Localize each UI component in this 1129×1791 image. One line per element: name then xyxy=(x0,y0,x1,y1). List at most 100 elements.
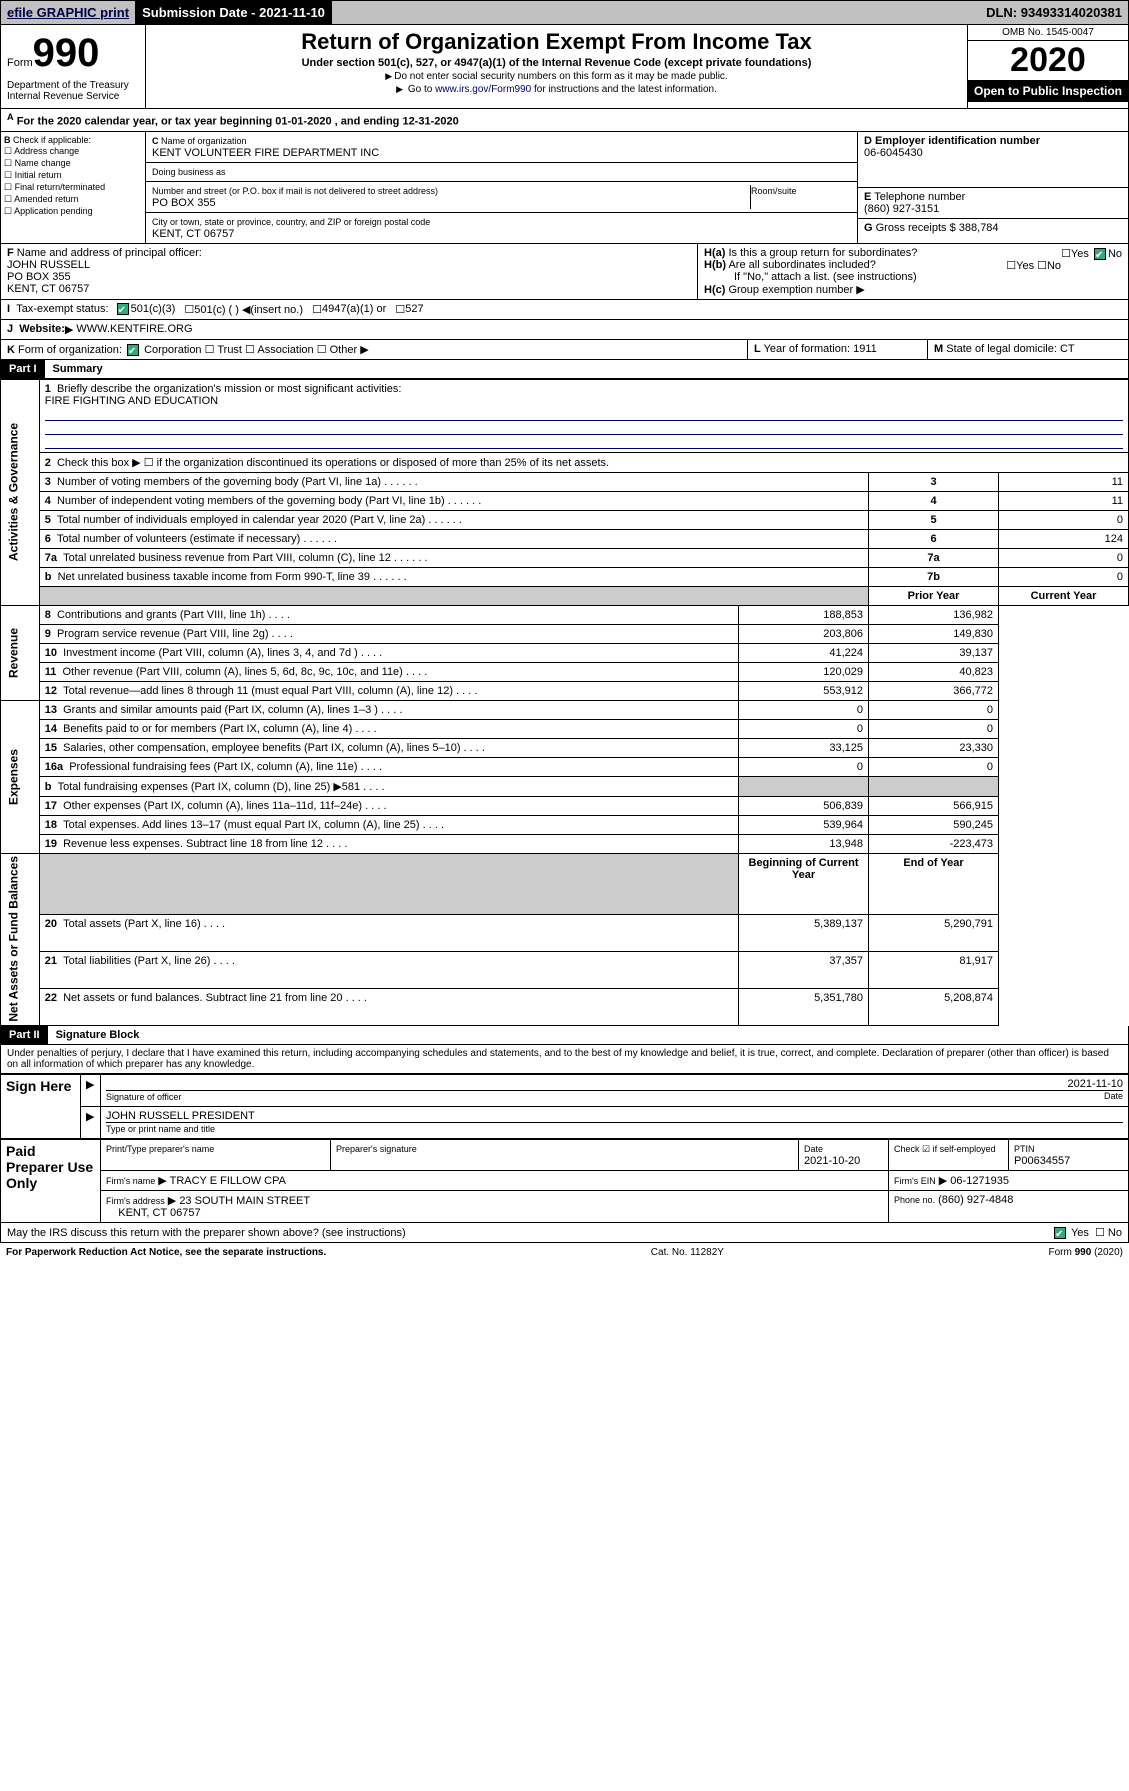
officer-name: JOHN RUSSELL xyxy=(7,259,90,271)
website: WWW.KENTFIRE.ORG xyxy=(76,323,192,335)
ein-label: Employer identification number xyxy=(875,135,1040,147)
topbar: efile GRAPHIC print Submission Date - 20… xyxy=(0,0,1129,25)
phone-label: Telephone number xyxy=(874,191,965,203)
firm-city: KENT, CT 06757 xyxy=(118,1207,200,1219)
opt-501c: 501(c) ( ) ◀(insert no.) xyxy=(194,303,303,316)
city: KENT, CT 06757 xyxy=(152,228,234,240)
inspection-badge: Open to Public Inspection xyxy=(968,80,1128,102)
chk-amended-return[interactable]: ☐ Amended return xyxy=(4,194,142,205)
efile-link[interactable]: efile GRAPHIC print xyxy=(1,2,135,23)
chk-address-change[interactable]: ☐ Address change xyxy=(4,146,142,157)
footer-form: Form 990 (2020) xyxy=(1049,1247,1123,1258)
sig-date: 2021-11-10 xyxy=(106,1078,1123,1091)
q1-text: FIRE FIGHTING AND EDUCATION xyxy=(45,395,218,407)
line-a-text: For the 2020 calendar year, or tax year … xyxy=(17,116,459,128)
dln-label: DLN: xyxy=(986,5,1017,20)
dept: Department of the TreasuryInternal Reven… xyxy=(7,76,139,102)
firm-name-label: Firm's name xyxy=(106,1176,155,1186)
dln-value: 93493314020381 xyxy=(1021,5,1122,20)
submission-date: 2021-11-10 xyxy=(259,5,325,20)
year-block: OMB No. 1545-0047 2020 Open to Public In… xyxy=(968,25,1128,108)
firm-addr-label: Firm's address xyxy=(106,1196,165,1206)
check-self: Check ☑ if self-employed xyxy=(894,1144,996,1154)
box-c: C Name of organization KENT VOLUNTEER FI… xyxy=(146,132,858,243)
part2-header: Part II Signature Block xyxy=(0,1026,1129,1045)
form-id: Form990 Department of the TreasuryIntern… xyxy=(1,25,146,108)
opt-corp: Corporation xyxy=(144,344,201,356)
room-label: Room/suite xyxy=(751,186,797,196)
part1-hdr: Part I xyxy=(1,360,45,378)
part2-title: Signature Block xyxy=(48,1026,148,1044)
hb-note: If "No," attach a list. (see instruction… xyxy=(734,271,917,283)
ha-label: Is this a group return for subordinates? xyxy=(728,247,917,259)
hdr-prior: Prior Year xyxy=(869,586,999,605)
chk-application-pending[interactable]: ☐ Application pending xyxy=(4,206,142,217)
chk-initial-return[interactable]: ☐ Initial return xyxy=(4,170,142,181)
footer-pra: For Paperwork Reduction Act Notice, see … xyxy=(6,1247,326,1258)
chk-final-return[interactable]: ☐ Final return/terminated xyxy=(4,182,142,193)
opt-assoc: Association xyxy=(257,344,313,356)
opt-trust: Trust xyxy=(217,344,242,356)
part1-title: Summary xyxy=(45,360,111,378)
officer-city: KENT, CT 06757 xyxy=(7,283,89,295)
discuss-yes xyxy=(1054,1227,1066,1239)
opt-501c3: 501(c)(3) xyxy=(131,303,176,315)
org-name: KENT VOLUNTEER FIRE DEPARTMENT INC xyxy=(152,147,379,159)
footer-cat: Cat. No. 11282Y xyxy=(651,1247,724,1258)
vtab-revenue: Revenue xyxy=(1,605,40,700)
paid-prep-label: Paid Preparer Use Only xyxy=(1,1140,101,1223)
form-number: 990 xyxy=(33,31,100,75)
omb: OMB No. 1545-0047 xyxy=(968,25,1128,41)
form-title: Return of Organization Exempt From Incom… xyxy=(154,29,959,55)
vtab-netassets: Net Assets or Fund Balances xyxy=(1,853,40,1026)
paid-preparer-block: Paid Preparer Use Only Print/Type prepar… xyxy=(0,1139,1129,1223)
note-goto: Go to www.irs.gov/Form990 for instructio… xyxy=(154,84,959,95)
goto-link[interactable]: www.irs.gov/Form990 xyxy=(435,84,531,95)
year-formation: 1911 xyxy=(853,343,877,355)
street-label: Number and street (or P.O. box if mail i… xyxy=(152,186,438,196)
ha-no-check xyxy=(1094,248,1106,260)
sign-here-block: Sign Here ▶ 2021-11-10 Signature of offi… xyxy=(0,1074,1129,1139)
opt-other: Other xyxy=(330,344,358,356)
perjury-text: Under penalties of perjury, I declare th… xyxy=(0,1045,1129,1074)
dln: DLN: 93493314020381 xyxy=(980,2,1128,23)
firm-ein-label: Firm's EIN xyxy=(894,1176,936,1186)
street: PO BOX 355 xyxy=(152,197,216,209)
summary-table: Activities & Governance 1 Briefly descri… xyxy=(0,379,1129,1027)
sign-here-label: Sign Here xyxy=(1,1075,81,1139)
submission-date-btn: Submission Date - 2021-11-10 xyxy=(135,1,332,24)
officer-name-title: JOHN RUSSELL PRESIDENT xyxy=(106,1110,1123,1123)
goto-pre: Go to xyxy=(408,84,435,95)
sig-date-label: Date xyxy=(1104,1091,1123,1101)
officer-label: Name and address of principal officer: xyxy=(17,247,202,259)
vtab-governance: Activities & Governance xyxy=(1,379,40,605)
form-word: Form xyxy=(7,57,33,69)
q1-label: Briefly describe the organization's miss… xyxy=(57,383,401,395)
prep-date-label: Date xyxy=(804,1144,823,1154)
gross-receipts: 388,784 xyxy=(959,222,999,234)
part1-header: Part I Summary xyxy=(0,360,1129,379)
hb-label: Are all subordinates included? xyxy=(728,259,875,271)
form-header: Form990 Department of the TreasuryIntern… xyxy=(0,25,1129,109)
name-title-label: Type or print name and title xyxy=(106,1124,215,1134)
tax-year: 2020 xyxy=(968,41,1128,80)
hdr-current: Current Year xyxy=(999,586,1129,605)
firm-phone: (860) 927-4848 xyxy=(938,1194,1013,1206)
hc-label: Group exemption number xyxy=(728,284,853,296)
discuss-text: May the IRS discuss this return with the… xyxy=(7,1227,406,1239)
chk-name-change[interactable]: ☐ Name change xyxy=(4,158,142,169)
firm-addr: 23 SOUTH MAIN STREET xyxy=(179,1195,310,1207)
hdr-begin: Beginning of Current Year xyxy=(739,853,869,914)
chk-501c3 xyxy=(117,303,129,315)
discuss-row: May the IRS discuss this return with the… xyxy=(0,1223,1129,1243)
row-i: I Tax-exempt status: 501(c)(3) ☐ 501(c) … xyxy=(0,300,1129,320)
ptin: P00634557 xyxy=(1014,1155,1070,1167)
box-de: D Employer identification number 06-6045… xyxy=(858,132,1128,243)
phone: (860) 927-3151 xyxy=(864,203,939,215)
dba-label: Doing business as xyxy=(152,167,226,177)
entity-block: B Check if applicable: ☐ Address change … xyxy=(0,132,1129,244)
hdr-end: End of Year xyxy=(869,853,999,914)
firm-name: TRACY E FILLOW CPA xyxy=(170,1175,286,1187)
box-b: B Check if applicable: ☐ Address change … xyxy=(1,132,146,243)
city-label: City or town, state or province, country… xyxy=(152,217,430,227)
